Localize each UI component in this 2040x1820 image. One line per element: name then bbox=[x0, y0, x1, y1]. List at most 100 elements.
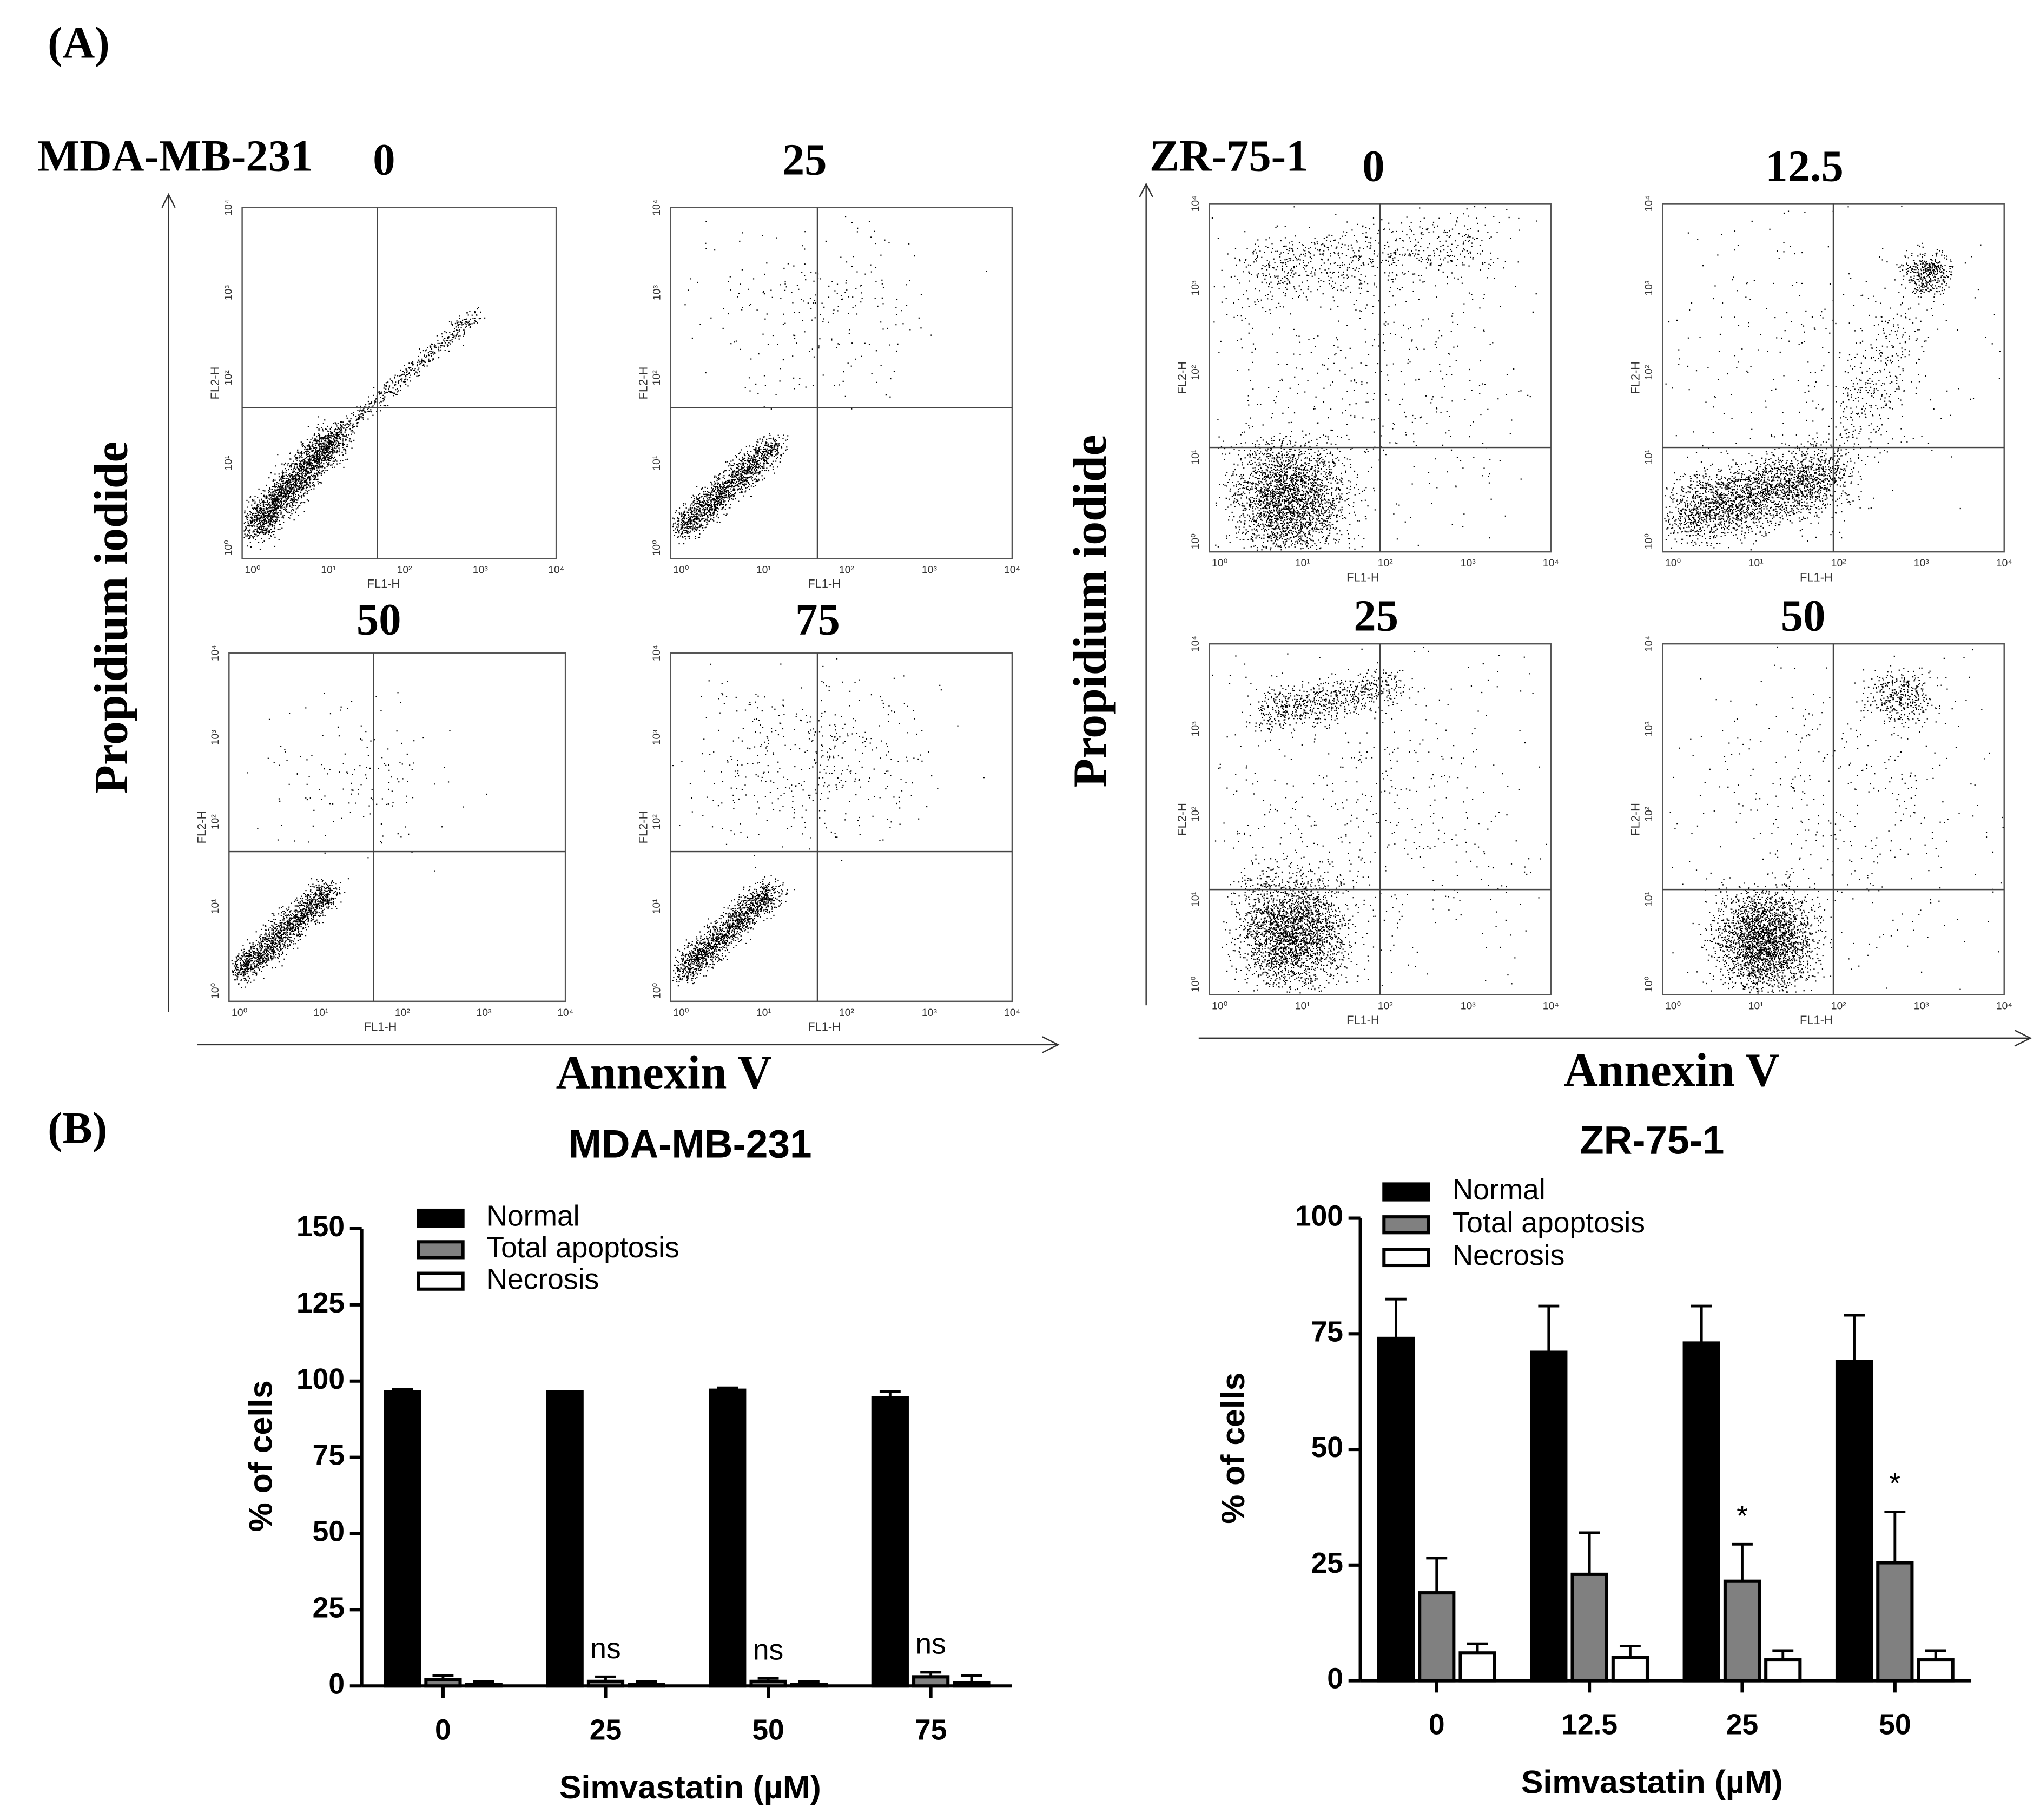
x-axis-label: FL1-H bbox=[1800, 570, 1833, 584]
y-tick-label: 50 bbox=[1311, 1432, 1343, 1463]
panel-label: (B) bbox=[48, 1103, 107, 1153]
axis-arrow bbox=[197, 1036, 1060, 1053]
x-tick-label: 10³ bbox=[1461, 1000, 1476, 1012]
bar bbox=[586, 1679, 625, 1688]
x-tick-label: 10³ bbox=[1461, 557, 1476, 569]
axis-arrow bbox=[161, 193, 176, 1012]
y-tick-label: 10⁴ bbox=[209, 645, 221, 661]
y-tick-label: 10¹ bbox=[1643, 891, 1655, 907]
bar bbox=[953, 1681, 991, 1688]
y-tick-label: 10⁴ bbox=[222, 200, 234, 216]
y-axis-title: Propidium iodide bbox=[84, 441, 137, 794]
bar bbox=[1917, 1658, 1955, 1683]
x-tick-label: 50 bbox=[752, 1714, 784, 1746]
legend-label: Necrosis bbox=[1453, 1240, 1565, 1272]
y-tick-label: 75 bbox=[1311, 1316, 1343, 1348]
x-axis-label: FL1-H bbox=[1346, 570, 1379, 584]
y-tick-label: 10⁴ bbox=[1190, 195, 1201, 212]
y-tick-label: 125 bbox=[296, 1287, 345, 1319]
x-tick-label: 10³ bbox=[476, 1007, 492, 1019]
legend-swatch bbox=[417, 1240, 465, 1260]
bar bbox=[709, 1388, 747, 1688]
x-tick-label: 10¹ bbox=[1295, 557, 1311, 569]
x-tick-label: 10³ bbox=[922, 1007, 938, 1019]
plot-frame bbox=[241, 207, 557, 559]
legend-label: Normal bbox=[1453, 1174, 1546, 1206]
annotation: ns bbox=[590, 1633, 620, 1665]
y-tick-label: 10³ bbox=[651, 285, 663, 300]
x-axis-title: Simvastatin (µM) bbox=[559, 1769, 821, 1805]
bar bbox=[1835, 1360, 1873, 1683]
x-axis-label: FL1-H bbox=[364, 1020, 397, 1033]
y-tick-label: 100 bbox=[1295, 1201, 1343, 1232]
x-tick-label: 10¹ bbox=[321, 564, 336, 576]
y-axis-label: FL2-H bbox=[208, 367, 222, 400]
event-dots bbox=[1669, 646, 2004, 994]
y-tick-label: 150 bbox=[296, 1211, 345, 1243]
x-tick-label: 10² bbox=[1378, 1000, 1394, 1012]
x-tick-label: 10⁴ bbox=[548, 564, 564, 576]
x-axis-label: FL1-H bbox=[808, 1020, 841, 1033]
y-tick-label: 75 bbox=[313, 1440, 345, 1472]
x-tick-label: 10² bbox=[395, 1007, 411, 1019]
x-tick-label: 10⁴ bbox=[1543, 557, 1559, 569]
y-tick-label: 10² bbox=[1643, 806, 1655, 822]
bar bbox=[546, 1390, 584, 1688]
y-tick-label: 10² bbox=[651, 814, 663, 830]
legend-label: Total apoptosis bbox=[1453, 1207, 1645, 1239]
y-tick-label: 10¹ bbox=[222, 455, 234, 471]
x-axis-label: FL1-H bbox=[367, 577, 400, 591]
x-tick-label: 12.5 bbox=[1561, 1709, 1618, 1741]
bar bbox=[1723, 1579, 1761, 1683]
chart-title: ZR-75-1 bbox=[1580, 1118, 1724, 1162]
x-axis-title: Annexin V bbox=[1564, 1044, 1780, 1096]
axis-arrow bbox=[1139, 182, 1153, 1006]
y-tick-label: 10¹ bbox=[1190, 891, 1201, 907]
x-tick-label: 0 bbox=[1429, 1709, 1445, 1741]
y-tick-label: 10³ bbox=[222, 285, 234, 300]
x-tick-label: 10¹ bbox=[756, 564, 772, 576]
x-tick-label: 10² bbox=[397, 564, 413, 576]
x-tick-label: 10⁰ bbox=[1665, 1000, 1681, 1012]
y-tick-label: 10³ bbox=[1190, 721, 1201, 737]
y-tick-label: 10¹ bbox=[651, 455, 663, 471]
y-tick-label: 10⁰ bbox=[222, 540, 234, 556]
x-axis-label: FL1-H bbox=[808, 577, 841, 591]
y-tick-label: 10¹ bbox=[1643, 449, 1655, 465]
y-tick-label: 10³ bbox=[1190, 280, 1201, 296]
x-tick-label: 10⁴ bbox=[1543, 1000, 1559, 1012]
x-tick-label: 10¹ bbox=[313, 1007, 329, 1019]
legend-label: Total apoptosis bbox=[486, 1232, 679, 1264]
annotation: * bbox=[1889, 1468, 1900, 1500]
event-dots bbox=[1211, 206, 1537, 551]
x-tick-label: 10⁴ bbox=[1996, 1000, 2012, 1012]
annotation: * bbox=[1737, 1500, 1748, 1532]
y-tick-label: 10⁴ bbox=[1190, 636, 1201, 652]
legend-swatch bbox=[1382, 1182, 1430, 1202]
y-tick-label: 10⁴ bbox=[1643, 196, 1655, 212]
y-tick-label: 10¹ bbox=[651, 899, 663, 914]
legend-label: Normal bbox=[486, 1201, 579, 1232]
y-tick-label: 10⁰ bbox=[1190, 533, 1201, 550]
x-tick-label: 10¹ bbox=[1748, 557, 1764, 569]
y-tick-label: 10⁰ bbox=[1643, 533, 1655, 550]
y-axis-label: FL2-H bbox=[1175, 803, 1189, 836]
annotation: ns bbox=[915, 1628, 946, 1660]
legend-swatch bbox=[1382, 1248, 1430, 1268]
x-tick-label: 10³ bbox=[922, 564, 938, 576]
x-tick-label: 10⁴ bbox=[557, 1007, 573, 1019]
bar bbox=[912, 1675, 950, 1688]
x-tick-label: 10¹ bbox=[1748, 1000, 1764, 1012]
plot-frame bbox=[670, 207, 1013, 559]
y-tick-label: 10⁴ bbox=[1643, 636, 1655, 652]
x-tick-label: 10² bbox=[839, 564, 855, 576]
bar bbox=[1764, 1658, 1802, 1683]
y-tick-label: 10³ bbox=[1643, 280, 1655, 296]
cell-line-label: ZR-75-1 bbox=[1150, 130, 1309, 180]
event-dots bbox=[243, 307, 486, 550]
y-tick-label: 25 bbox=[313, 1592, 345, 1624]
bar bbox=[424, 1678, 462, 1688]
y-tick-label: 10⁴ bbox=[651, 200, 663, 216]
plot-frame bbox=[228, 652, 566, 1003]
